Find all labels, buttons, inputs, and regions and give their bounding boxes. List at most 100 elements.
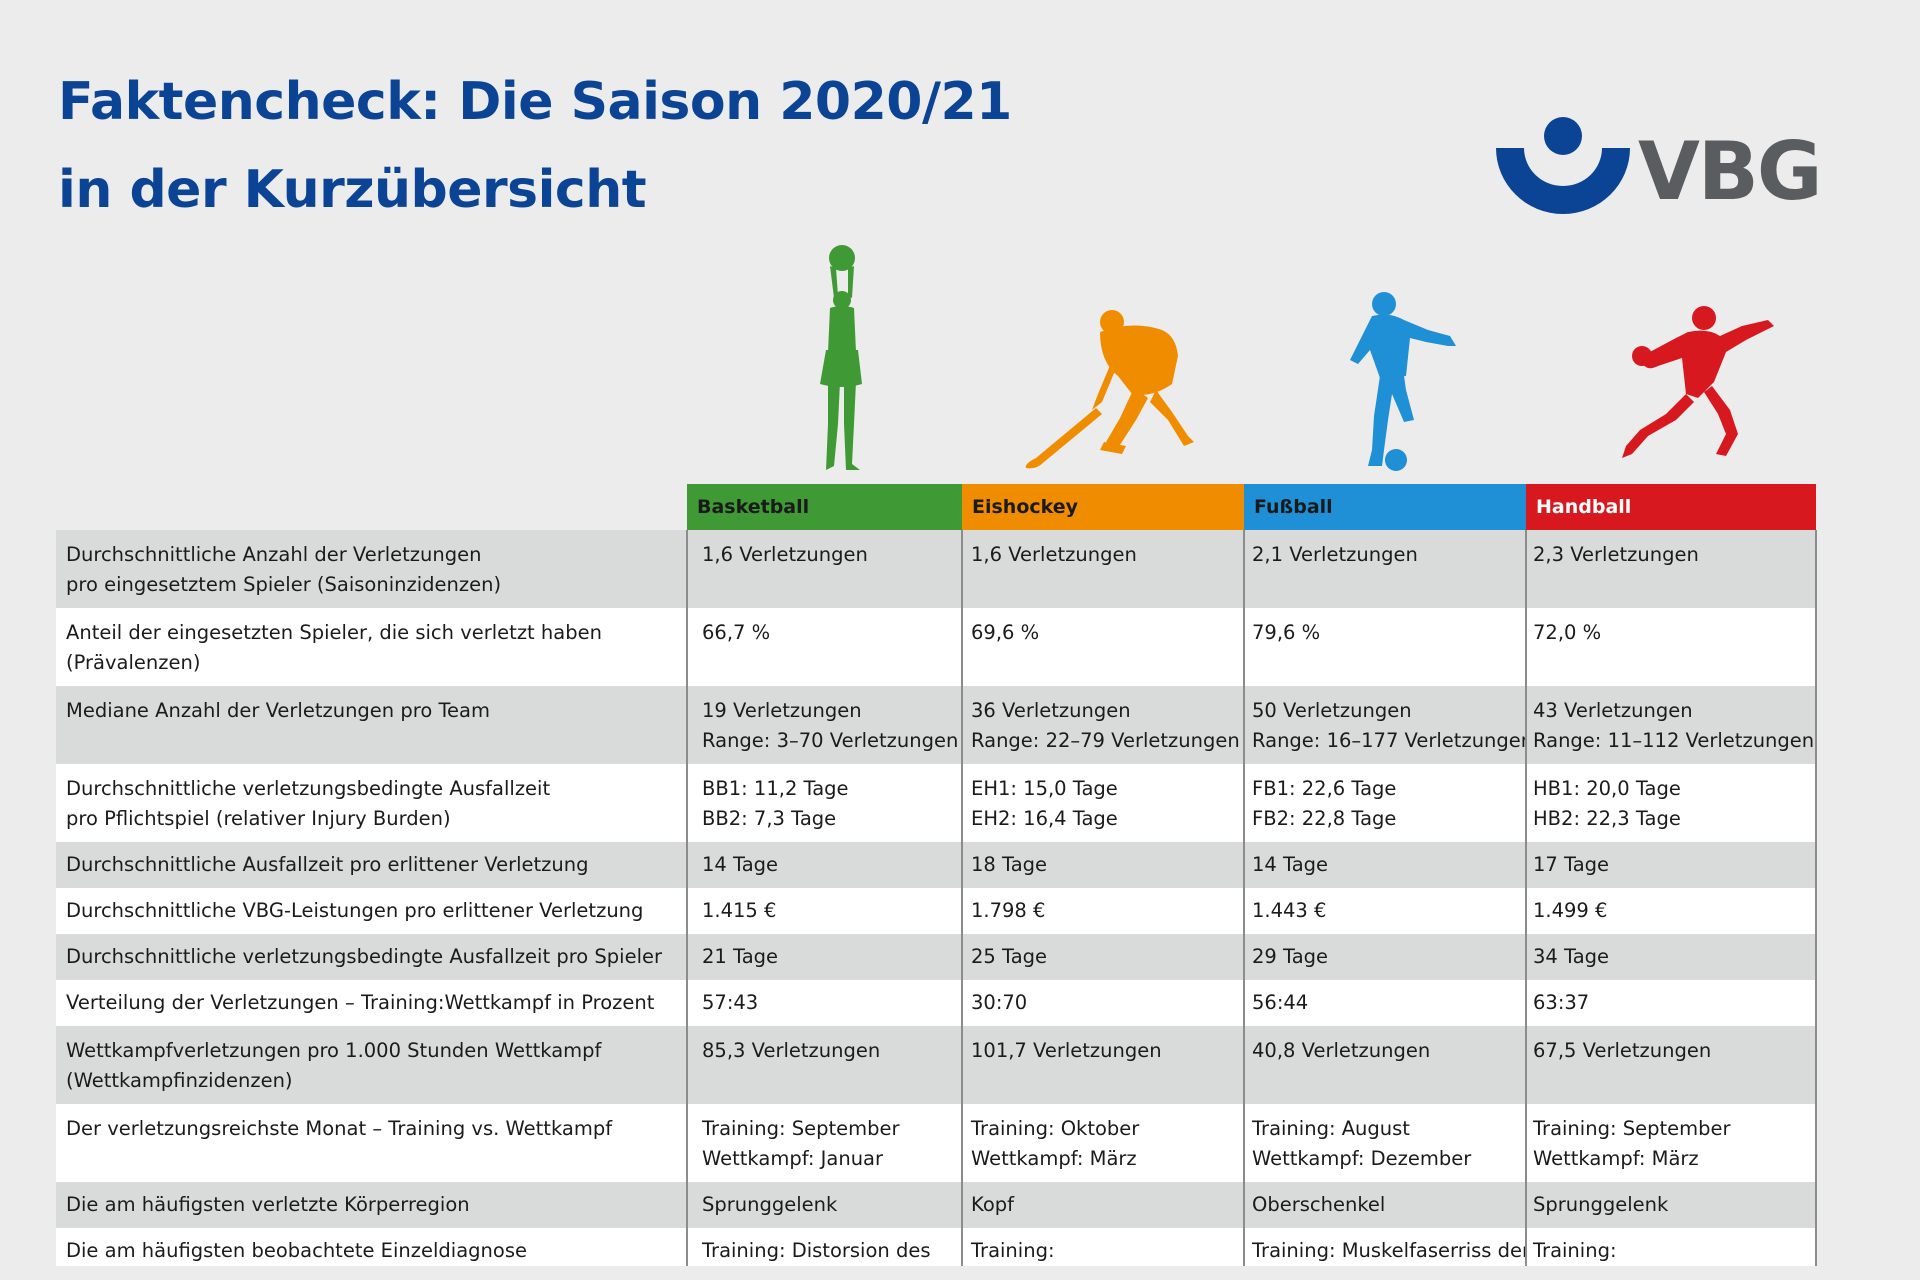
cell-handball: HB1: 20,0 Tage HB2: 22,3 Tage xyxy=(1525,764,1817,842)
row-label: Wettkampfverletzungen pro 1.000 Stunden … xyxy=(56,1026,687,1104)
cell-fussball: 40,8 Verletzungen xyxy=(1243,1026,1526,1104)
cell-eishockey: 18 Tage xyxy=(961,842,1244,888)
table-row: Durchschnittliche verletzungsbedingte Au… xyxy=(56,764,1817,842)
cell-basketball: 19 Verletzungen Range: 3–70 Verletzungen xyxy=(686,686,962,764)
cell-handball: 67,5 Verletzungen xyxy=(1525,1026,1817,1104)
row-label-line: Durchschnittliche Ausfallzeit pro erlitt… xyxy=(66,853,589,876)
row-label: Durchschnittliche verletzungsbedingte Au… xyxy=(56,764,687,842)
row-label-line: Der verletzungsreichste Monat – Training… xyxy=(66,1117,613,1140)
cell-handball: 43 Verletzungen Range: 11–112 Verletzunge… xyxy=(1525,686,1817,764)
table-row: Durchschnittliche Ausfallzeit pro erlitt… xyxy=(56,842,1817,888)
cell-line: BB2: 7,3 Tage xyxy=(702,807,837,830)
row-label-line: Wettkampfverletzungen pro 1.000 Stunden … xyxy=(66,1039,602,1062)
cell-basketball: 1,6 Verletzungen xyxy=(686,530,962,608)
cell-basketball: Training: September Wettkampf: Januar xyxy=(686,1104,962,1182)
cell-fussball: 79,6 % xyxy=(1243,608,1526,686)
title-line-1: Faktencheck: Die Saison 2020/21 xyxy=(58,72,1012,132)
row-label-line: Verteilung der Verletzungen – Training:W… xyxy=(66,991,655,1014)
table-row: Wettkampfverletzungen pro 1.000 Stunden … xyxy=(56,1026,1817,1104)
cell-basketball: Sprunggelenk xyxy=(686,1182,962,1228)
cell-basketball: 85,3 Verletzungen xyxy=(686,1026,962,1104)
row-label-line: Die am häufigsten verletzte Körperregion xyxy=(66,1193,470,1216)
cell-line: 66,7 % xyxy=(702,621,771,644)
table-row: Durchschnittliche Anzahl der Verletzunge… xyxy=(56,530,1817,608)
vbg-logo-text: VBG xyxy=(1638,125,1823,218)
cell-fussball: Training: Muskelfaserriss der xyxy=(1243,1228,1526,1266)
cell-eishockey: 30:70 xyxy=(961,980,1244,1026)
row-label-line: (Wettkampfinzidenzen) xyxy=(66,1069,293,1092)
table-row: Durchschnittliche verletzungsbedingte Au… xyxy=(56,934,1817,980)
cell-line: 1.798 € xyxy=(971,899,1046,922)
cell-line: Oberschenkel xyxy=(1252,1193,1386,1216)
cell-line: 85,3 Verletzungen xyxy=(702,1039,881,1062)
cell-line: Training: xyxy=(971,1239,1055,1262)
cell-eishockey: 25 Tage xyxy=(961,934,1244,980)
cell-basketball: 66,7 % xyxy=(686,608,962,686)
cell-line: 56:44 xyxy=(1252,991,1309,1014)
row-label: Mediane Anzahl der Verletzungen pro Team xyxy=(56,686,687,764)
row-label: Durchschnittliche Anzahl der Verletzunge… xyxy=(56,530,687,608)
cell-basketball: 1.415 € xyxy=(686,888,962,934)
row-label: Die am häufigsten verletzte Körperregion xyxy=(56,1182,687,1228)
cell-eishockey: EH1: 15,0 Tage EH2: 16,4 Tage xyxy=(961,764,1244,842)
cell-fussball: FB1: 22,6 Tage FB2: 22,8 Tage xyxy=(1243,764,1526,842)
cell-line: Training: September xyxy=(1533,1117,1731,1140)
cell-line: 1.415 € xyxy=(702,899,777,922)
cell-line: 30:70 xyxy=(971,991,1028,1014)
cell-basketball: 14 Tage xyxy=(686,842,962,888)
row-label-line: (Prävalenzen) xyxy=(66,651,201,674)
cell-line: 36 Verletzungen xyxy=(971,699,1131,722)
cell-line: 29 Tage xyxy=(1252,945,1329,968)
cell-eishockey: 69,6 % xyxy=(961,608,1244,686)
cell-eishockey: Training: Oktober Wettkampf: März xyxy=(961,1104,1244,1182)
cell-fussball: 2,1 Verletzungen xyxy=(1243,530,1526,608)
cell-basketball: BB1: 11,2 Tage BB2: 7,3 Tage xyxy=(686,764,962,842)
cell-line: HB2: 22,3 Tage xyxy=(1533,807,1681,830)
table-row: Durchschnittliche VBG-Leistungen pro erl… xyxy=(56,888,1817,934)
cell-line: 2,1 Verletzungen xyxy=(1252,543,1418,566)
cell-line: Range: 22–79 Verletzungen xyxy=(971,729,1240,752)
cell-handball: 63:37 xyxy=(1525,980,1817,1026)
cell-line: 25 Tage xyxy=(971,945,1048,968)
cell-eishockey: 1,6 Verletzungen xyxy=(961,530,1244,608)
row-label: Durchschnittliche VBG-Leistungen pro erl… xyxy=(56,888,687,934)
cell-fussball: Oberschenkel xyxy=(1243,1182,1526,1228)
handball-player-icon xyxy=(1622,306,1774,458)
row-label: Verteilung der Verletzungen – Training:W… xyxy=(56,980,687,1026)
cell-handball: 17 Tage xyxy=(1525,842,1817,888)
cell-line: 1.499 € xyxy=(1533,899,1608,922)
cell-fussball: 29 Tage xyxy=(1243,934,1526,980)
cell-line: FB1: 22,6 Tage xyxy=(1252,777,1397,800)
cell-line: 18 Tage xyxy=(971,853,1048,876)
cell-line: HB1: 20,0 Tage xyxy=(1533,777,1681,800)
row-label: Der verletzungsreichste Monat – Training… xyxy=(56,1104,687,1182)
row-label-line: pro eingesetztem Spieler (Saisoninzidenz… xyxy=(66,573,502,596)
cell-handball: Training: xyxy=(1525,1228,1817,1266)
cell-line: 63:37 xyxy=(1533,991,1590,1014)
row-label: Die am häufigsten beobachtete Einzeldiag… xyxy=(56,1228,687,1266)
cell-line: 67,5 Verletzungen xyxy=(1533,1039,1712,1062)
table-row: Die am häufigsten beobachtete Einzeldiag… xyxy=(56,1228,1817,1266)
cell-line: 40,8 Verletzungen xyxy=(1252,1039,1431,1062)
cell-line: 14 Tage xyxy=(1252,853,1329,876)
cell-line: Sprunggelenk xyxy=(702,1193,838,1216)
vbg-logo: VBG xyxy=(1496,112,1826,216)
cell-line: Training: Muskelfaserriss der xyxy=(1252,1239,1526,1262)
cell-eishockey: 101,7 Verletzungen xyxy=(961,1026,1244,1104)
cell-line: Range: 3–70 Verletzungen xyxy=(702,729,959,752)
cell-handball: Sprunggelenk xyxy=(1525,1182,1817,1228)
cell-line: 2,3 Verletzungen xyxy=(1533,543,1699,566)
vbg-logo-icon xyxy=(1496,117,1630,214)
table-row: Verteilung der Verletzungen – Training:W… xyxy=(56,980,1817,1026)
cell-basketball: Training: Distorsion des xyxy=(686,1228,962,1266)
row-label: Durchschnittliche Ausfallzeit pro erlitt… xyxy=(56,842,687,888)
football-player-icon xyxy=(1350,292,1456,471)
header-blank xyxy=(56,484,687,530)
cell-eishockey: Training: xyxy=(961,1228,1244,1266)
cell-line: 101,7 Verletzungen xyxy=(971,1039,1162,1062)
cell-line: Wettkampf: März xyxy=(1533,1147,1699,1170)
row-label: Durchschnittliche verletzungsbedingte Au… xyxy=(56,934,687,980)
cell-line: 34 Tage xyxy=(1533,945,1610,968)
cell-line: 72,0 % xyxy=(1533,621,1602,644)
cell-eishockey: Kopf xyxy=(961,1182,1244,1228)
